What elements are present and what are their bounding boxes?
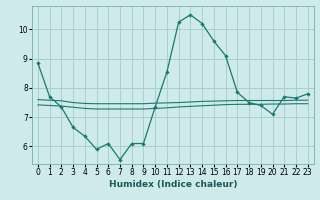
X-axis label: Humidex (Indice chaleur): Humidex (Indice chaleur): [108, 180, 237, 189]
